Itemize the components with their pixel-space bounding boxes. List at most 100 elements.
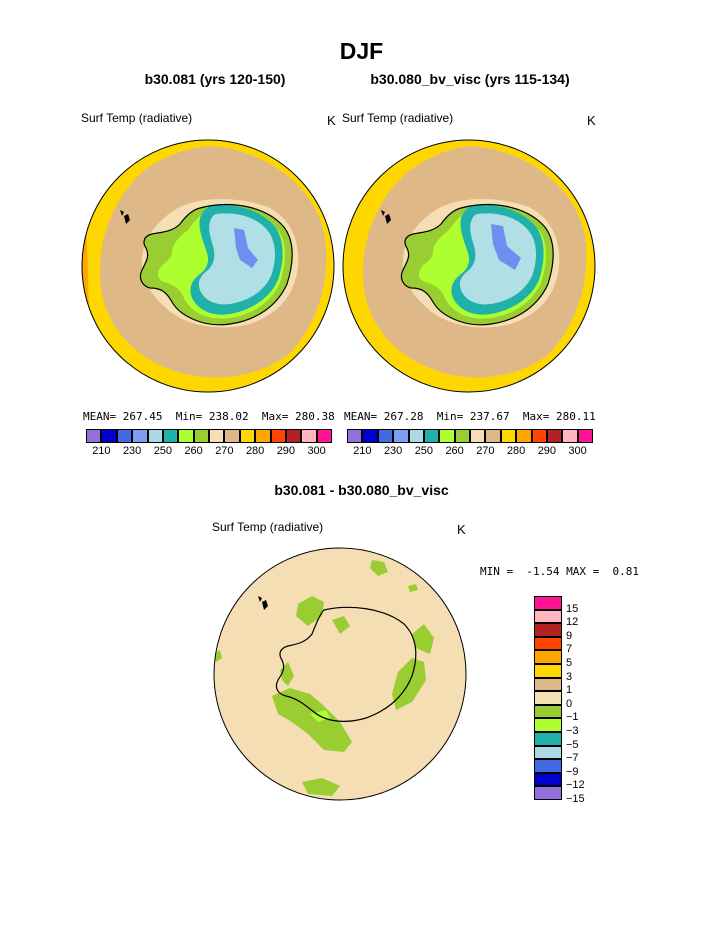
panel1-colorbar-tick-label: 280 [245, 445, 265, 457]
diff-colorbar-box [534, 623, 562, 637]
panel1-colorbar-box [147, 429, 163, 443]
diff-coastline [275, 606, 417, 722]
panel2-mean-label: MEAN= [344, 410, 378, 423]
map2-border [342, 139, 596, 393]
panel1-colorbar-box [86, 429, 102, 443]
panel2-colorbar-box [516, 429, 532, 443]
panel2-polar-map [342, 139, 596, 393]
panel1-colorbar [86, 429, 332, 443]
panel1-colorbar-box [116, 429, 133, 443]
panel2-colorbar-box [454, 429, 470, 443]
panel2-min-value: 237.67 [469, 410, 510, 423]
panel1-title: b30.081 (yrs 120-150) [144, 71, 286, 87]
diff-colorbar-tick-label: 7 [566, 643, 573, 656]
panel1-colorbar-box [224, 429, 240, 443]
panel2-colorbar-tick-label: 270 [476, 445, 495, 457]
diff-colorbar-tick-label: 5 [566, 657, 573, 669]
panel1-units: K [327, 113, 336, 128]
diff-colorbar-box [534, 772, 562, 787]
panel2-colorbar-tick-label: 300 [568, 445, 587, 457]
panel1-colorbar-tick-label: 260 [184, 445, 203, 457]
panel2-max-value: 280.11 [556, 410, 596, 423]
panel2-colorbar-tick-label: 260 [445, 445, 464, 457]
diff-anomaly-ross [272, 688, 352, 752]
panel1-colorbar-box [255, 429, 271, 443]
panel1-colorbar-tick-label: 250 [153, 445, 173, 457]
diff-colorbar-box [534, 650, 562, 664]
diff-colorbar-tick-label: −9 [566, 765, 579, 778]
diff-colorbar-box [534, 677, 562, 692]
panel1-stats: MEAN= 267.45 Min= 238.02 Max= 280.38 [83, 410, 335, 423]
diff-anomaly-ne [408, 584, 418, 592]
diff-colorbar-box [534, 732, 562, 746]
panel2-title: b30.080_bv_visc (yrs 115-134) [370, 71, 570, 87]
diff-polar-map [213, 547, 467, 801]
panel2-colorbar-box [439, 429, 455, 443]
panel2-colorbar-box [485, 429, 501, 443]
diff-colorbar-tick-label: −7 [566, 752, 579, 765]
panel2-colorbar-box [377, 429, 394, 443]
panel1-min-value: 238.02 [208, 410, 249, 423]
diff-anomaly-north [370, 560, 388, 576]
diff-colorbar-box [534, 745, 562, 760]
panel2-units: K [587, 113, 596, 128]
diff-stats: MIN = -1.54 MAX = 0.81 [480, 565, 639, 578]
diff-colorbar-tick-label: 3 [566, 670, 573, 683]
diff-colorbar-tick-label: 15 [566, 602, 579, 615]
diff-colorbar-box [534, 596, 562, 610]
panel1-colorbar-box [101, 429, 117, 443]
panel1-colorbar-box [178, 429, 194, 443]
panel2-colorbar-box [423, 429, 440, 443]
panel2-colorbar-box [362, 429, 378, 443]
panel2-min-label: Min= [436, 410, 464, 423]
page-title: DJF [339, 38, 384, 64]
map2-islands [381, 210, 391, 224]
map1-islands [120, 210, 130, 224]
panel2-colorbar-tick-label: 280 [506, 445, 526, 457]
diff-islands [258, 596, 268, 610]
panel1-mean-value: 267.45 [122, 410, 163, 423]
map2-plateau-interior [459, 213, 536, 305]
panel2-variable-label: Surf Temp (radiative) [342, 111, 454, 125]
panel1-colorbar-tick-label: 210 [92, 445, 111, 457]
panel1-max-value: 280.38 [295, 410, 335, 423]
diff-colorbar-box [534, 636, 562, 651]
map2-cold-core [491, 224, 521, 270]
diff-max-label: MAX = [566, 565, 600, 578]
diff-colorbar-box [534, 664, 562, 678]
panel1-mean-label: MEAN= [83, 410, 117, 423]
diff-anomaly-southeast [392, 658, 426, 710]
panel1-colorbar-box [270, 429, 286, 443]
panel2-mean-value: 267.28 [383, 410, 424, 423]
diff-colorbar-tick-label: 1 [566, 684, 573, 697]
diff-colorbar-box [534, 759, 562, 773]
panel2-colorbar-box [531, 429, 547, 443]
diff-colorbar-tick-label: −3 [566, 725, 579, 737]
diff-colorbar-tick-label: −12 [566, 779, 585, 792]
panel2-colorbar-box [393, 429, 409, 443]
diff-anomaly-inner [332, 616, 350, 634]
panel2-stats: MEAN= 267.28 Min= 237.67 Max= 280.11 [344, 410, 596, 423]
diff-colorbar-box [534, 786, 562, 800]
diff-colorbar [534, 596, 562, 800]
diff-min-label: MIN = [480, 565, 514, 578]
diff-anomaly-peninsula [296, 596, 324, 626]
diff-colorbar-box [534, 704, 562, 719]
panel2-colorbar-tick-label: 250 [414, 445, 434, 457]
panel2-colorbar-tick-label: 290 [537, 445, 557, 457]
diff-anomaly-south [302, 778, 340, 796]
panel1-colorbar-tick-label: 230 [122, 445, 142, 457]
panel1-colorbar-box [193, 429, 209, 443]
panel1-colorbar-box [239, 429, 256, 443]
diff-colorbar-tick-label: −5 [566, 738, 579, 751]
panel1-colorbar-box [301, 429, 317, 443]
map2-coastline [400, 203, 554, 326]
panel1-min-label: Min= [175, 410, 203, 423]
panel1-colorbar-tick-label: 270 [215, 445, 234, 457]
diff-colorbar-ticks: 15 12 9 7 5 3 1 0 −1 −3 −5 −7 −9 −12 −15 [566, 596, 616, 805]
panel1-colorbar-box [285, 429, 302, 443]
map1-cold-core [234, 228, 258, 268]
panel1-colorbar-tick-label: 290 [276, 445, 296, 457]
panel2-max-label: Max= [522, 410, 550, 423]
diff-colorbar-tick-label: 9 [566, 629, 573, 642]
